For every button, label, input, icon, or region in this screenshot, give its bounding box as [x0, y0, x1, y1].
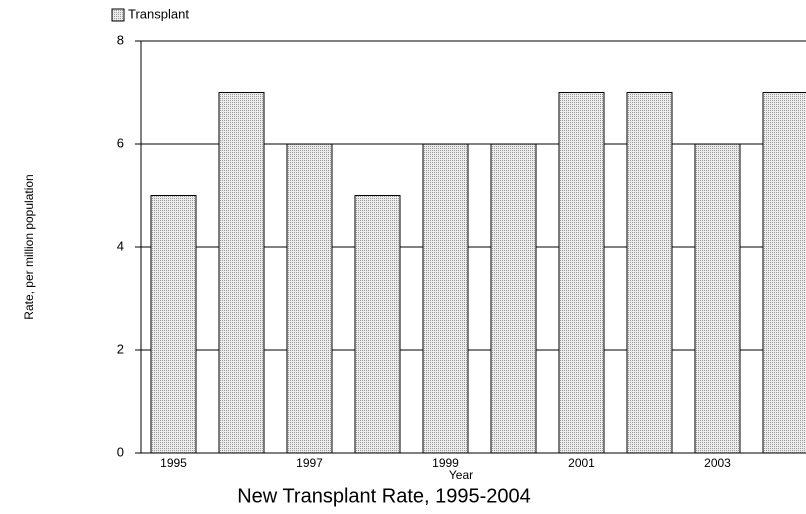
y-tick-label: 2	[117, 341, 124, 356]
bar	[286, 143, 333, 454]
y-tick-label: 4	[117, 238, 124, 253]
bar	[558, 92, 605, 454]
bar	[422, 143, 469, 454]
y-tick-label: 6	[117, 135, 124, 150]
bar	[218, 92, 265, 454]
x-tick-label: 2001	[568, 456, 595, 470]
x-axis-label: Year	[449, 468, 473, 482]
x-tick-label: 1999	[432, 456, 459, 470]
legend-label: Transplant	[128, 6, 189, 21]
bar	[762, 92, 806, 454]
x-tick-label: 1995	[160, 456, 187, 470]
bar	[694, 143, 741, 454]
y-axis-label: Rate, per million population	[22, 174, 36, 319]
x-tick-label: 2003	[704, 456, 731, 470]
bar	[354, 195, 401, 454]
bar	[150, 195, 197, 454]
legend-swatch	[111, 8, 125, 22]
bar	[490, 143, 537, 454]
bar	[626, 92, 673, 454]
y-tick-label: 0	[117, 444, 124, 459]
y-tick-label: 8	[117, 32, 124, 47]
chart-title: New Transplant Rate, 1995-2004	[237, 485, 531, 507]
x-tick-label: 1997	[296, 456, 323, 470]
